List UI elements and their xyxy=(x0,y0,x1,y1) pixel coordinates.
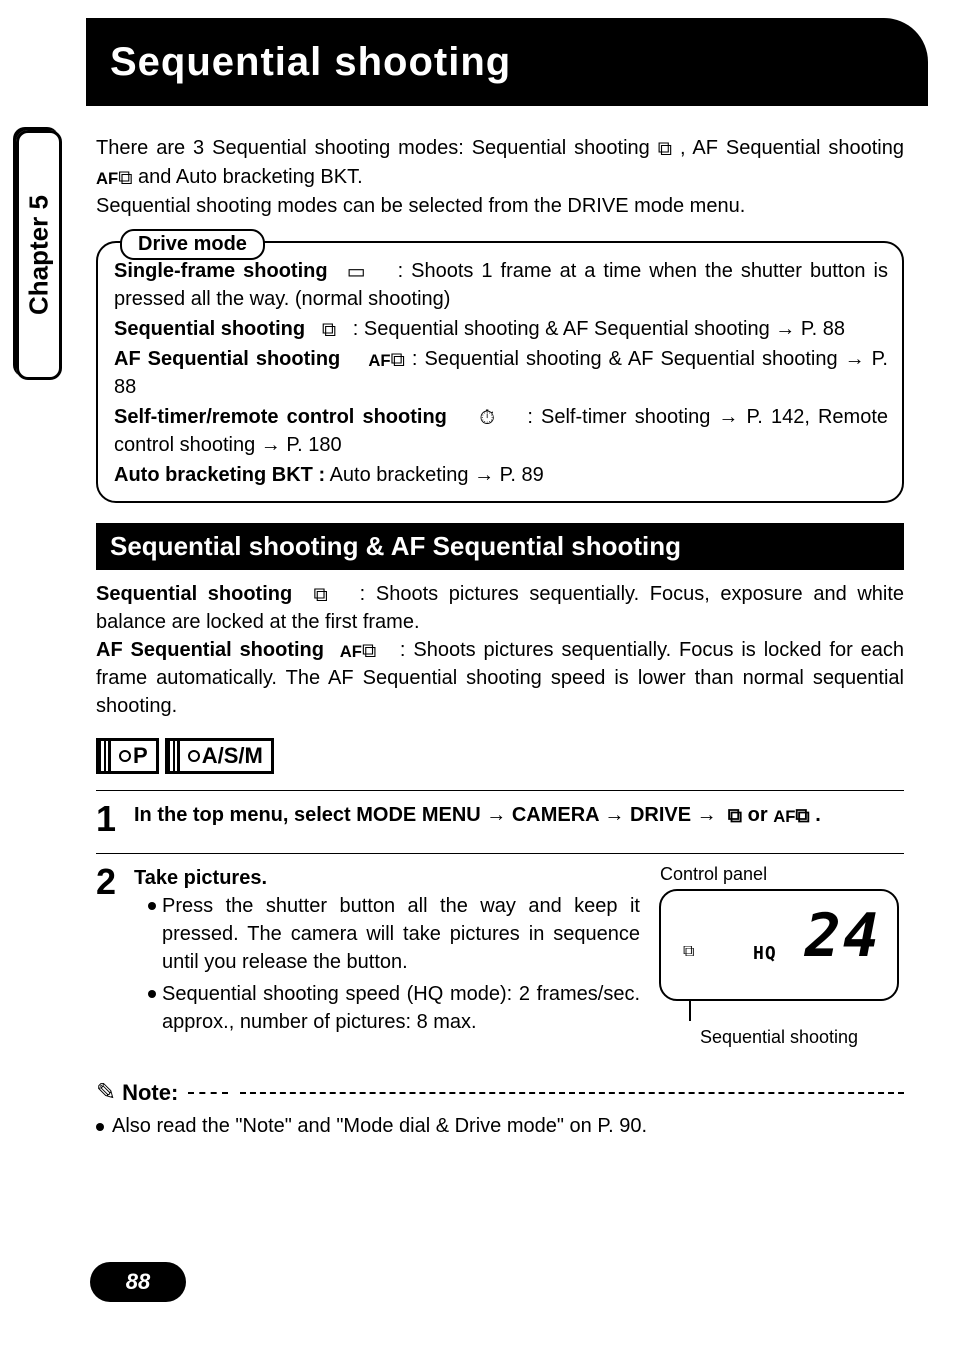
af-sequence-icon: AF⧉ xyxy=(340,641,376,661)
single-frame-label: Single-frame shooting xyxy=(114,260,328,282)
arrow-icon: → xyxy=(775,318,795,340)
step-2-number: 2 xyxy=(96,864,124,1048)
chapter-title: Sequential shooting xyxy=(86,18,928,85)
section-title: Sequential shooting & AF Sequential shoo… xyxy=(96,523,904,570)
af-sequence-icon: AF⧉ xyxy=(368,350,404,370)
step1-a: In the top menu, select MODE MENU xyxy=(134,804,486,826)
control-panel: ⧉ HQ 24 xyxy=(659,889,899,1001)
note-icon: ✎ xyxy=(96,1078,116,1107)
section-afseq-label: AF Sequential shooting xyxy=(96,639,324,661)
arrow-icon: → xyxy=(718,406,738,428)
small-circle-icon xyxy=(188,750,200,762)
selftimer-label: Self-timer/remote control shooting xyxy=(114,406,447,428)
mode-tag-stripe xyxy=(168,741,180,771)
step1-e: . xyxy=(815,804,821,826)
note-label: Note: xyxy=(122,1080,178,1106)
arrow-icon: → xyxy=(604,804,624,826)
single-frame-icon: ▭ xyxy=(347,262,366,282)
panel-caption: Sequential shooting xyxy=(700,1027,858,1048)
step-1-number: 1 xyxy=(96,801,124,837)
note-dash-right xyxy=(240,1092,904,1094)
chapter-title-bar: Sequential shooting xyxy=(86,18,928,106)
sequence-icon: ⧉ xyxy=(728,806,742,826)
seq-shoot-label: Sequential shooting xyxy=(114,318,305,340)
step1-b: CAMERA xyxy=(512,804,605,826)
sequence-icon: ⧉ xyxy=(322,320,336,340)
step-divider xyxy=(96,853,904,854)
panel-number: 24 xyxy=(805,901,881,971)
page-content: There are 3 Sequential shooting modes: S… xyxy=(96,134,904,1138)
chapter-sidebar-tab: Chapter 5 xyxy=(16,130,62,380)
small-circle-icon xyxy=(119,750,131,762)
note-text: Also read the "Note" and "Mode dial & Dr… xyxy=(96,1115,647,1137)
step1-c: DRIVE xyxy=(630,804,691,826)
step2-b2: Sequential shooting speed (HQ mode): 2 f… xyxy=(148,980,640,1036)
bkt-label: Auto bracketing BKT : xyxy=(114,464,325,486)
timer-icon: ⏱ xyxy=(479,408,495,428)
step1-d: or xyxy=(748,804,774,826)
section-body: Sequential shooting ⧉ : Shoots pictures … xyxy=(96,580,904,720)
note-header: ✎ Note: xyxy=(96,1078,904,1107)
afseq-shoot-text-a: : Sequential shooting & AF Sequential sh… xyxy=(412,348,845,370)
intro-text-1c: and Auto bracketing BKT. xyxy=(138,166,363,188)
af-sequence-icon: AF⧉ xyxy=(773,806,809,826)
drive-mode-label: Drive mode xyxy=(120,229,265,260)
control-panel-col: Control panel ⧉ HQ 24 Sequential shootin… xyxy=(654,864,904,1048)
arrow-icon: → xyxy=(845,348,865,370)
panel-sequence-icon: ⧉ xyxy=(683,941,694,961)
seq-shoot-text-b: P. 88 xyxy=(801,318,845,340)
mode-tags: P A/S/M xyxy=(96,738,904,774)
intro-text-1a: There are 3 Sequential shooting modes: S… xyxy=(96,137,658,159)
selftimer-text-a: : Self-timer shooting xyxy=(519,406,718,428)
seq-shoot-text-a: : Sequential shooting & AF Sequential sh… xyxy=(347,318,775,340)
panel-hq: HQ xyxy=(753,943,777,964)
note-body: Also read the "Note" and "Mode dial & Dr… xyxy=(96,1115,904,1138)
drive-mode-box: Drive mode Single-frame shooting ▭ : Sho… xyxy=(96,241,904,503)
mode-tag-stripe xyxy=(99,741,111,771)
mode-tag-p-text: P xyxy=(133,743,148,769)
step-divider xyxy=(96,790,904,791)
arrow-icon: → xyxy=(261,434,281,456)
bkt-text-a: Auto bracketing xyxy=(330,464,475,486)
step-1-body: In the top menu, select MODE MENU → CAME… xyxy=(134,801,904,837)
page-number: 88 xyxy=(126,1269,150,1295)
mode-tag-asm: A/S/M xyxy=(165,738,274,774)
step2-bullets: Press the shutter button all the way and… xyxy=(148,892,640,1036)
afseq-shoot-label: AF Sequential shooting xyxy=(114,348,340,370)
step-2: 2 Take pictures. Press the shutter butto… xyxy=(96,864,904,1048)
intro-text-1b: , AF Sequential shooting xyxy=(680,137,904,159)
arrow-icon: → xyxy=(474,464,494,486)
chapter-sidebar-label: Chapter 5 xyxy=(24,195,55,315)
arrow-icon: → xyxy=(697,804,717,826)
drive-mode-content: Single-frame shooting ▭ : Shoots 1 frame… xyxy=(114,257,888,489)
intro-paragraph: There are 3 Sequential shooting modes: S… xyxy=(96,134,904,221)
af-icon-prefix: AF⧉ xyxy=(96,168,132,188)
arrow-icon: → xyxy=(486,804,506,826)
intro-text-2: Sequential shooting modes can be selecte… xyxy=(96,195,745,217)
bkt-text-b: P. 89 xyxy=(500,464,544,486)
step-2-body: Take pictures. Press the shutter button … xyxy=(134,864,904,1048)
step-1: 1 In the top menu, select MODE MENU → CA… xyxy=(96,801,904,837)
mode-tag-asm-text: A/S/M xyxy=(202,743,263,769)
panel-pointer-line xyxy=(689,999,691,1021)
step2-b1: Press the shutter button all the way and… xyxy=(148,892,640,976)
page-number-badge: 88 xyxy=(90,1262,186,1302)
control-panel-label: Control panel xyxy=(660,864,767,885)
sequence-icon: ⧉ xyxy=(658,139,672,159)
sequence-icon: ⧉ xyxy=(313,585,327,605)
section-seq-label: Sequential shooting xyxy=(96,583,292,605)
note-dash-left xyxy=(188,1092,228,1094)
step2-head: Take pictures. xyxy=(134,864,640,892)
mode-tag-p: P xyxy=(96,738,159,774)
selftimer-text-c: P. 180 xyxy=(286,434,341,456)
